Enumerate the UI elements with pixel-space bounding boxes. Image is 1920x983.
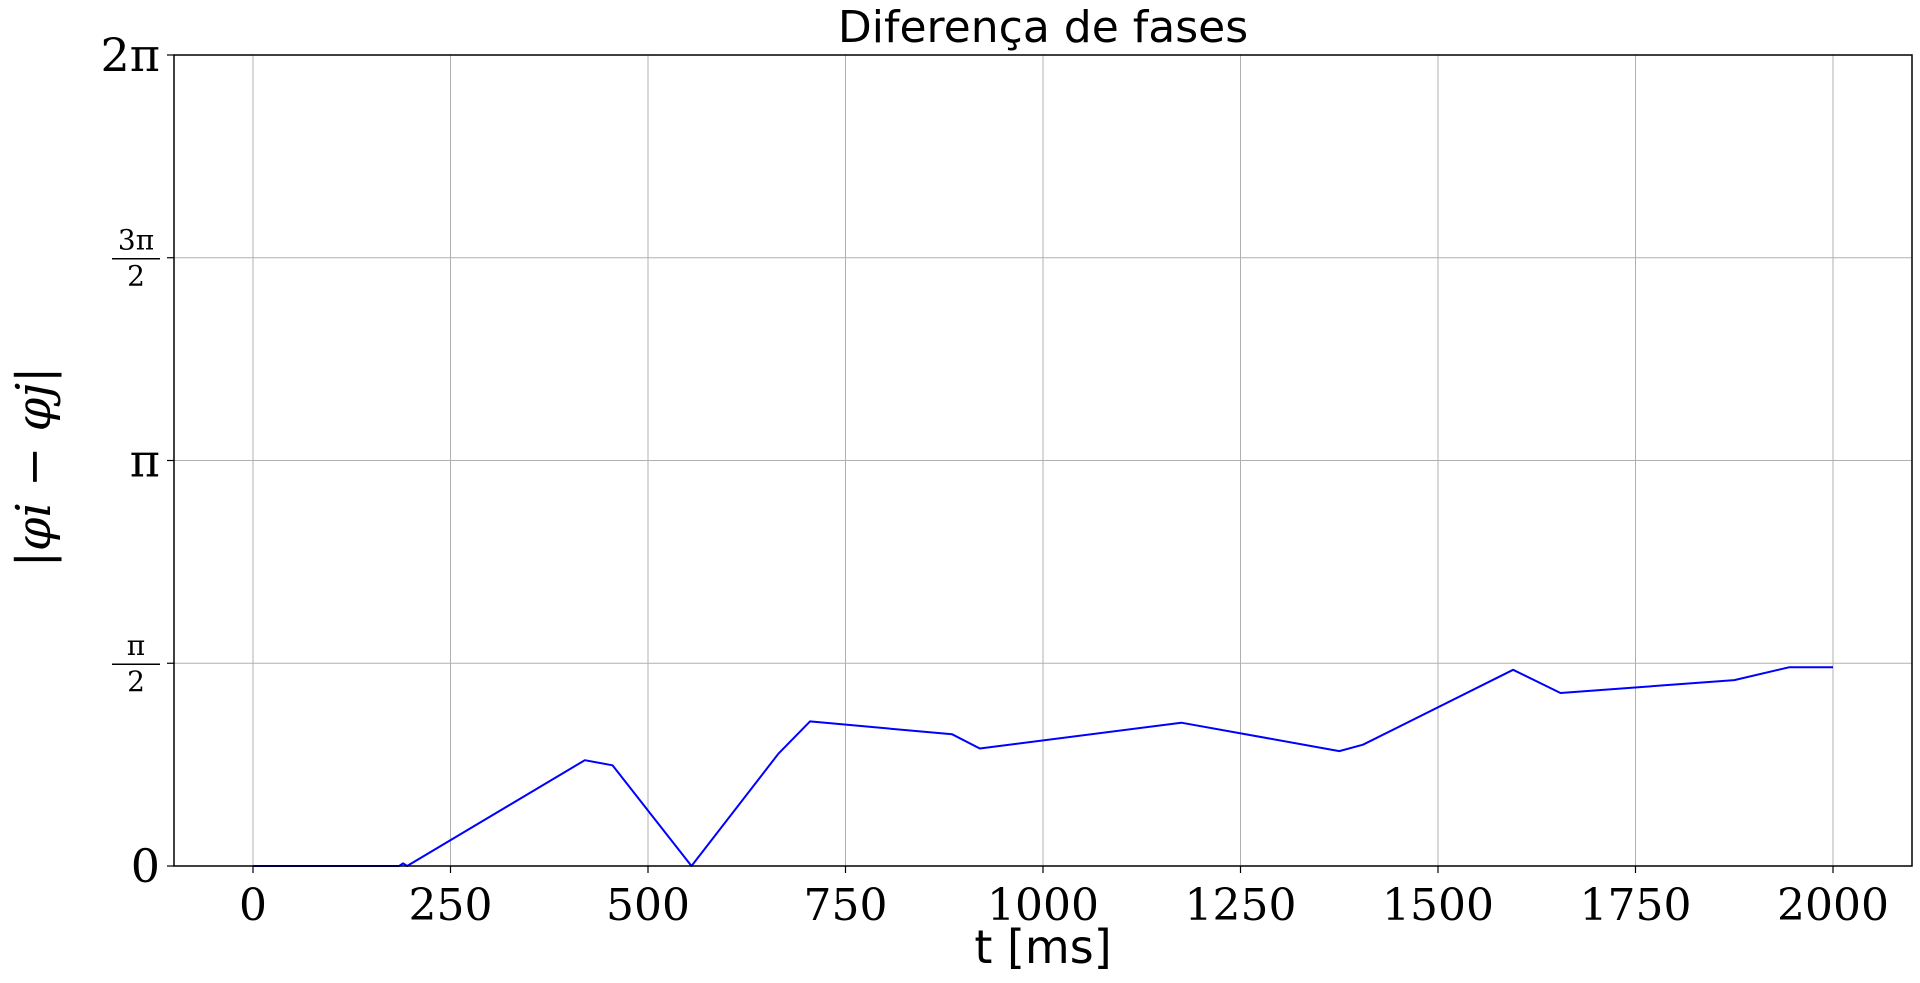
x-tick-label: 0 xyxy=(239,880,267,931)
x-tick-label: 2000 xyxy=(1777,880,1889,931)
x-tick-label: 1750 xyxy=(1580,880,1692,931)
chart-title: Diferença de fases xyxy=(838,2,1248,53)
y-tick-label: π2 xyxy=(112,629,160,698)
x-tick-label: 750 xyxy=(804,880,888,931)
x-tick-label: 500 xyxy=(606,880,690,931)
x-tick-label: 250 xyxy=(409,880,493,931)
y-tick-label-denominator: 2 xyxy=(127,260,145,293)
x-tick-label: 1000 xyxy=(987,880,1099,931)
y-tick-label-numerator: π xyxy=(127,629,145,662)
y-tick-label: 3π2 xyxy=(112,224,160,293)
y-axis-label: |φi − φj| xyxy=(6,367,62,568)
grid-lines xyxy=(174,54,1912,867)
y-tick-label: 0 xyxy=(131,839,160,893)
x-tick-label: 1250 xyxy=(1185,880,1297,931)
x-axis-label: t [ms] xyxy=(974,920,1111,974)
y-tick-label-denominator: 2 xyxy=(127,665,145,698)
y-tick-label-numerator: 3π xyxy=(118,224,154,257)
y-tick-label: π xyxy=(130,433,160,487)
x-axis-ticks: 0 250 500 750 1000 1250 1500 1750 2000 xyxy=(239,866,1889,931)
y-tick-label: 2π xyxy=(101,28,161,82)
x-tick-label: 1500 xyxy=(1382,880,1494,931)
